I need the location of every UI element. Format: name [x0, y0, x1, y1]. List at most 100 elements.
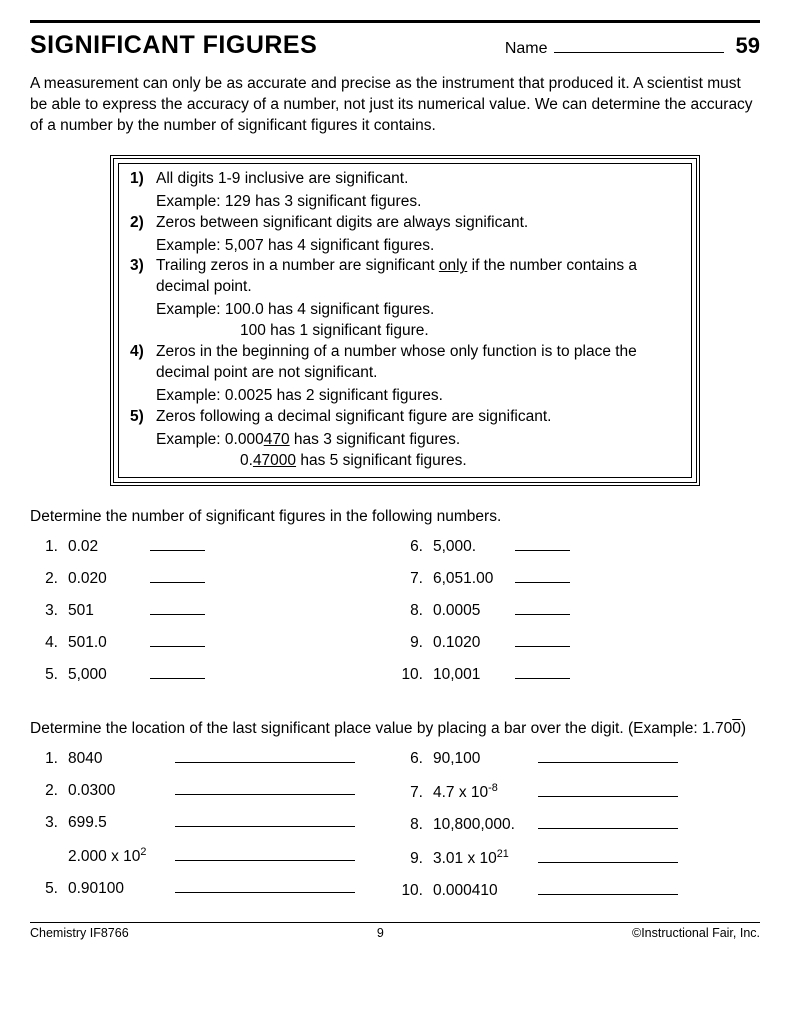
problem-value: 0.020: [68, 570, 138, 588]
name-input-line[interactable]: [554, 52, 724, 53]
section2-prompt-bar: 0: [732, 720, 741, 737]
answer-blank[interactable]: [515, 550, 570, 551]
rule-example: Example: 0.0025 has 2 significant figure…: [156, 386, 680, 407]
problem-value: 8040: [68, 750, 163, 768]
answer-blank[interactable]: [175, 762, 355, 763]
rule-number: 3): [130, 256, 156, 298]
problem-value: 0.1020: [433, 634, 503, 652]
section2-problems: 1.80402.0.03003.699.52.000 x 1025.0.9010…: [30, 750, 760, 914]
problem-row: 9. 0.1020: [395, 634, 760, 652]
answer-blank[interactable]: [150, 582, 205, 583]
section1-right-col: 6.5,000.7.6,051.008.0.00059.0.102010.10,…: [395, 538, 760, 698]
answer-blank[interactable]: [515, 614, 570, 615]
problem-row: 4.501.0: [30, 634, 395, 652]
problem-value: 501: [68, 602, 138, 620]
problem-number: 8.: [395, 816, 423, 834]
answer-blank[interactable]: [515, 678, 570, 679]
name-field-area: Name 59: [505, 33, 760, 59]
answer-blank[interactable]: [175, 892, 355, 893]
answer-blank[interactable]: [538, 796, 678, 797]
problem-number: 5.: [30, 880, 58, 898]
problem-number: 3.: [30, 602, 58, 620]
answer-blank[interactable]: [538, 828, 678, 829]
problem-value: 10,800,000.: [433, 816, 528, 834]
answer-blank[interactable]: [515, 646, 570, 647]
problem-row: 6. 90,100: [395, 750, 760, 768]
answer-blank[interactable]: [175, 794, 355, 795]
header: SIGNIFICANT FIGURES Name 59: [30, 31, 760, 60]
problem-value: 4.7 x 10-8: [433, 782, 528, 802]
problem-value: 10,001: [433, 666, 503, 684]
problem-number: 2.: [30, 570, 58, 588]
section2-right-col: 6. 90,100 7. 4.7 x 10-8 8. 10,800,000. 9.3.01 …: [395, 750, 760, 914]
problem-row: 2. 0.020: [30, 570, 395, 588]
rule-number: 2): [130, 213, 156, 234]
answer-blank[interactable]: [150, 550, 205, 551]
worksheet-page: SIGNIFICANT FIGURES Name 59 A measuremen…: [0, 0, 790, 950]
problem-row: 3. 501: [30, 602, 395, 620]
section1-problems: 1.0.022.0.0203.5014.501.05.5,000 6.5,000…: [30, 538, 760, 698]
rule-text: Zeros following a decimal significant fi…: [156, 407, 680, 428]
problem-number: 10.: [395, 666, 423, 684]
rule-example: Example: 5,007 has 4 significant figures…: [156, 236, 680, 257]
rule-example: 100 has 1 significant figure.: [240, 321, 680, 342]
answer-blank[interactable]: [150, 614, 205, 615]
rule-number: 1): [130, 169, 156, 190]
section2-prompt-post: ): [741, 720, 746, 737]
answer-blank[interactable]: [175, 826, 355, 827]
rule-item: 2)Zeros between significant digits are a…: [130, 213, 680, 234]
answer-blank[interactable]: [538, 762, 678, 763]
problem-row: 9.3.01 x 1021: [395, 848, 760, 868]
top-rule: [30, 20, 760, 23]
rule-text: Trailing zeros in a number are significa…: [156, 256, 680, 298]
problem-value: 0.000410: [433, 882, 528, 900]
problem-row: 10. 10,001: [395, 666, 760, 684]
name-label: Name: [505, 40, 548, 58]
problem-number: 10.: [395, 882, 423, 900]
problem-row: 2.000 x 102: [30, 846, 395, 866]
rules-list: 1)All digits 1-9 inclusive are significa…: [130, 169, 680, 472]
problem-row: 1.8040: [30, 750, 395, 768]
problem-value: 3.01 x 1021: [433, 848, 528, 868]
problem-row: 7. 4.7 x 10-8: [395, 782, 760, 802]
problem-number: 3.: [30, 814, 58, 832]
rule-example: Example: 100.0 has 4 significant figures…: [156, 300, 680, 321]
problem-number: 2.: [30, 782, 58, 800]
answer-blank[interactable]: [150, 646, 205, 647]
problem-row: 5. 0.90100: [30, 880, 395, 898]
problem-value: 699.5: [68, 814, 163, 832]
problem-row: 10. 0.000410: [395, 882, 760, 900]
answer-blank[interactable]: [175, 860, 355, 861]
footer-right: ©Instructional Fair, Inc.: [632, 926, 760, 940]
rules-box: 1)All digits 1-9 inclusive are significa…: [110, 155, 700, 486]
intro-paragraph: A measurement can only be as accurate an…: [30, 74, 760, 137]
problem-row: 3. 699.5: [30, 814, 395, 832]
answer-blank[interactable]: [515, 582, 570, 583]
problem-row: 8. 10,800,000.: [395, 816, 760, 834]
section2-left-col: 1.80402.0.03003.699.52.000 x 1025.0.9010…: [30, 750, 395, 914]
section2-prompt-pre: Determine the location of the last signi…: [30, 720, 732, 737]
page-title: SIGNIFICANT FIGURES: [30, 31, 317, 60]
problem-row: 1.0.02: [30, 538, 395, 556]
problem-number: 4.: [30, 634, 58, 652]
problem-number: 6.: [395, 750, 423, 768]
problem-number: 5.: [30, 666, 58, 684]
rule-example: Example: 129 has 3 significant figures.: [156, 192, 680, 213]
rule-text: Zeros in the beginning of a number whose…: [156, 342, 680, 384]
problem-value: 0.0005: [433, 602, 503, 620]
problem-number: 7.: [395, 784, 423, 802]
rule-example: 0.47000 has 5 significant figures.: [240, 451, 680, 472]
problem-value: 90,100: [433, 750, 528, 768]
rule-text: All digits 1-9 inclusive are significant…: [156, 169, 680, 190]
answer-blank[interactable]: [150, 678, 205, 679]
problem-value: 5,000: [68, 666, 138, 684]
section2-prompt: Determine the location of the last signi…: [30, 720, 760, 738]
problem-value: 2.000 x 102: [68, 846, 163, 866]
problem-value: 0.90100: [68, 880, 163, 898]
problem-number: 7.: [395, 570, 423, 588]
problem-number: 1.: [30, 538, 58, 556]
answer-blank[interactable]: [538, 894, 678, 895]
answer-blank[interactable]: [538, 862, 678, 863]
problem-value: 5,000.: [433, 538, 503, 556]
problem-number: 9.: [395, 634, 423, 652]
